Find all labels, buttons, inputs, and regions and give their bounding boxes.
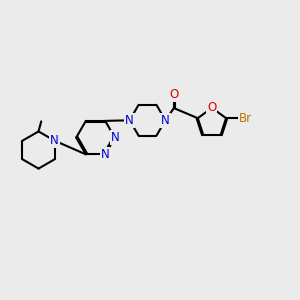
Text: N: N bbox=[125, 114, 134, 127]
Text: O: O bbox=[207, 101, 217, 114]
Text: Br: Br bbox=[239, 112, 252, 125]
Text: N: N bbox=[101, 148, 110, 161]
Text: N: N bbox=[110, 131, 119, 144]
Text: O: O bbox=[169, 88, 178, 101]
Text: N: N bbox=[161, 114, 170, 127]
Text: N: N bbox=[50, 134, 59, 147]
